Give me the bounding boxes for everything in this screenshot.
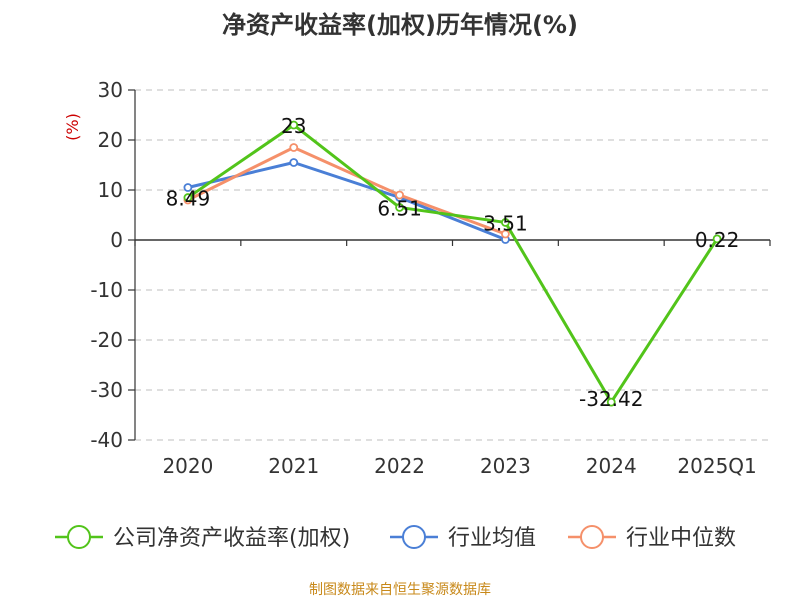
y-tick-label: 10 bbox=[98, 178, 123, 202]
legend-item[interactable]: 公司净资产收益率(加权) bbox=[55, 525, 350, 551]
x-tick-label: 2020 bbox=[162, 454, 213, 478]
y-tick-label: -30 bbox=[90, 378, 123, 402]
series-lines bbox=[183, 120, 722, 407]
data-point bbox=[183, 193, 193, 202]
grid bbox=[135, 89, 770, 441]
data-point bbox=[501, 218, 510, 227]
y-tick-label: -40 bbox=[90, 428, 123, 452]
y-axis-label: (%) bbox=[63, 113, 82, 141]
data-label: 23 bbox=[281, 114, 306, 138]
legend-item[interactable]: 行业中位数 bbox=[568, 525, 736, 551]
data-point bbox=[289, 120, 299, 130]
legend: 公司净资产收益率(加权) 行业均值 行业中位数 bbox=[55, 525, 736, 551]
data-point bbox=[289, 158, 299, 167]
x-tick-label: 2025Q1 bbox=[677, 454, 756, 478]
x-tick-label: 2023 bbox=[480, 454, 531, 478]
data-label: 6.51 bbox=[377, 196, 422, 220]
source-note: 制图数据来自恒生聚源数据库 bbox=[309, 582, 491, 598]
series-line bbox=[187, 123, 719, 404]
x-tick-label: 2021 bbox=[268, 454, 319, 478]
data-label: 8.49 bbox=[166, 187, 211, 211]
data-point bbox=[183, 183, 193, 192]
legend-label: 公司净资产收益率(加权) bbox=[113, 526, 350, 551]
data-point bbox=[606, 397, 616, 407]
axes: 30 20 10 0 -10 -20 -30 -40 2020 2021 2022 2023 2024 2… bbox=[90, 78, 771, 478]
y-tick-label: -20 bbox=[90, 328, 123, 352]
legend-marker bbox=[402, 525, 426, 549]
legend-marker bbox=[67, 525, 91, 549]
data-point bbox=[289, 143, 299, 152]
data-label: 0.22 bbox=[695, 228, 740, 252]
y-tick-label: -10 bbox=[90, 278, 123, 302]
x-tick-label: 2024 bbox=[586, 454, 637, 478]
data-labels: 8.49 23 6.51 3.51 -32.42 0.22 bbox=[166, 114, 740, 411]
y-tick-label: 30 bbox=[98, 78, 123, 102]
legend-marker bbox=[580, 525, 604, 549]
data-point bbox=[395, 203, 404, 212]
legend-label: 行业中位数 bbox=[626, 526, 736, 551]
chart-title: 净资产收益率(加权)历年情况(%) bbox=[222, 11, 578, 39]
data-label: -32.42 bbox=[579, 387, 643, 411]
series-line bbox=[187, 161, 506, 241]
data-point bbox=[501, 229, 510, 239]
y-tick-label: 0 bbox=[110, 228, 123, 252]
x-tick-label: 2022 bbox=[374, 454, 425, 478]
data-label: 3.51 bbox=[483, 211, 528, 235]
legend-item[interactable]: 行业均值 bbox=[390, 525, 536, 551]
legend-label: 行业均值 bbox=[448, 526, 536, 551]
data-point bbox=[395, 190, 404, 200]
y-tick-label: 20 bbox=[98, 128, 123, 152]
data-point bbox=[712, 234, 722, 244]
